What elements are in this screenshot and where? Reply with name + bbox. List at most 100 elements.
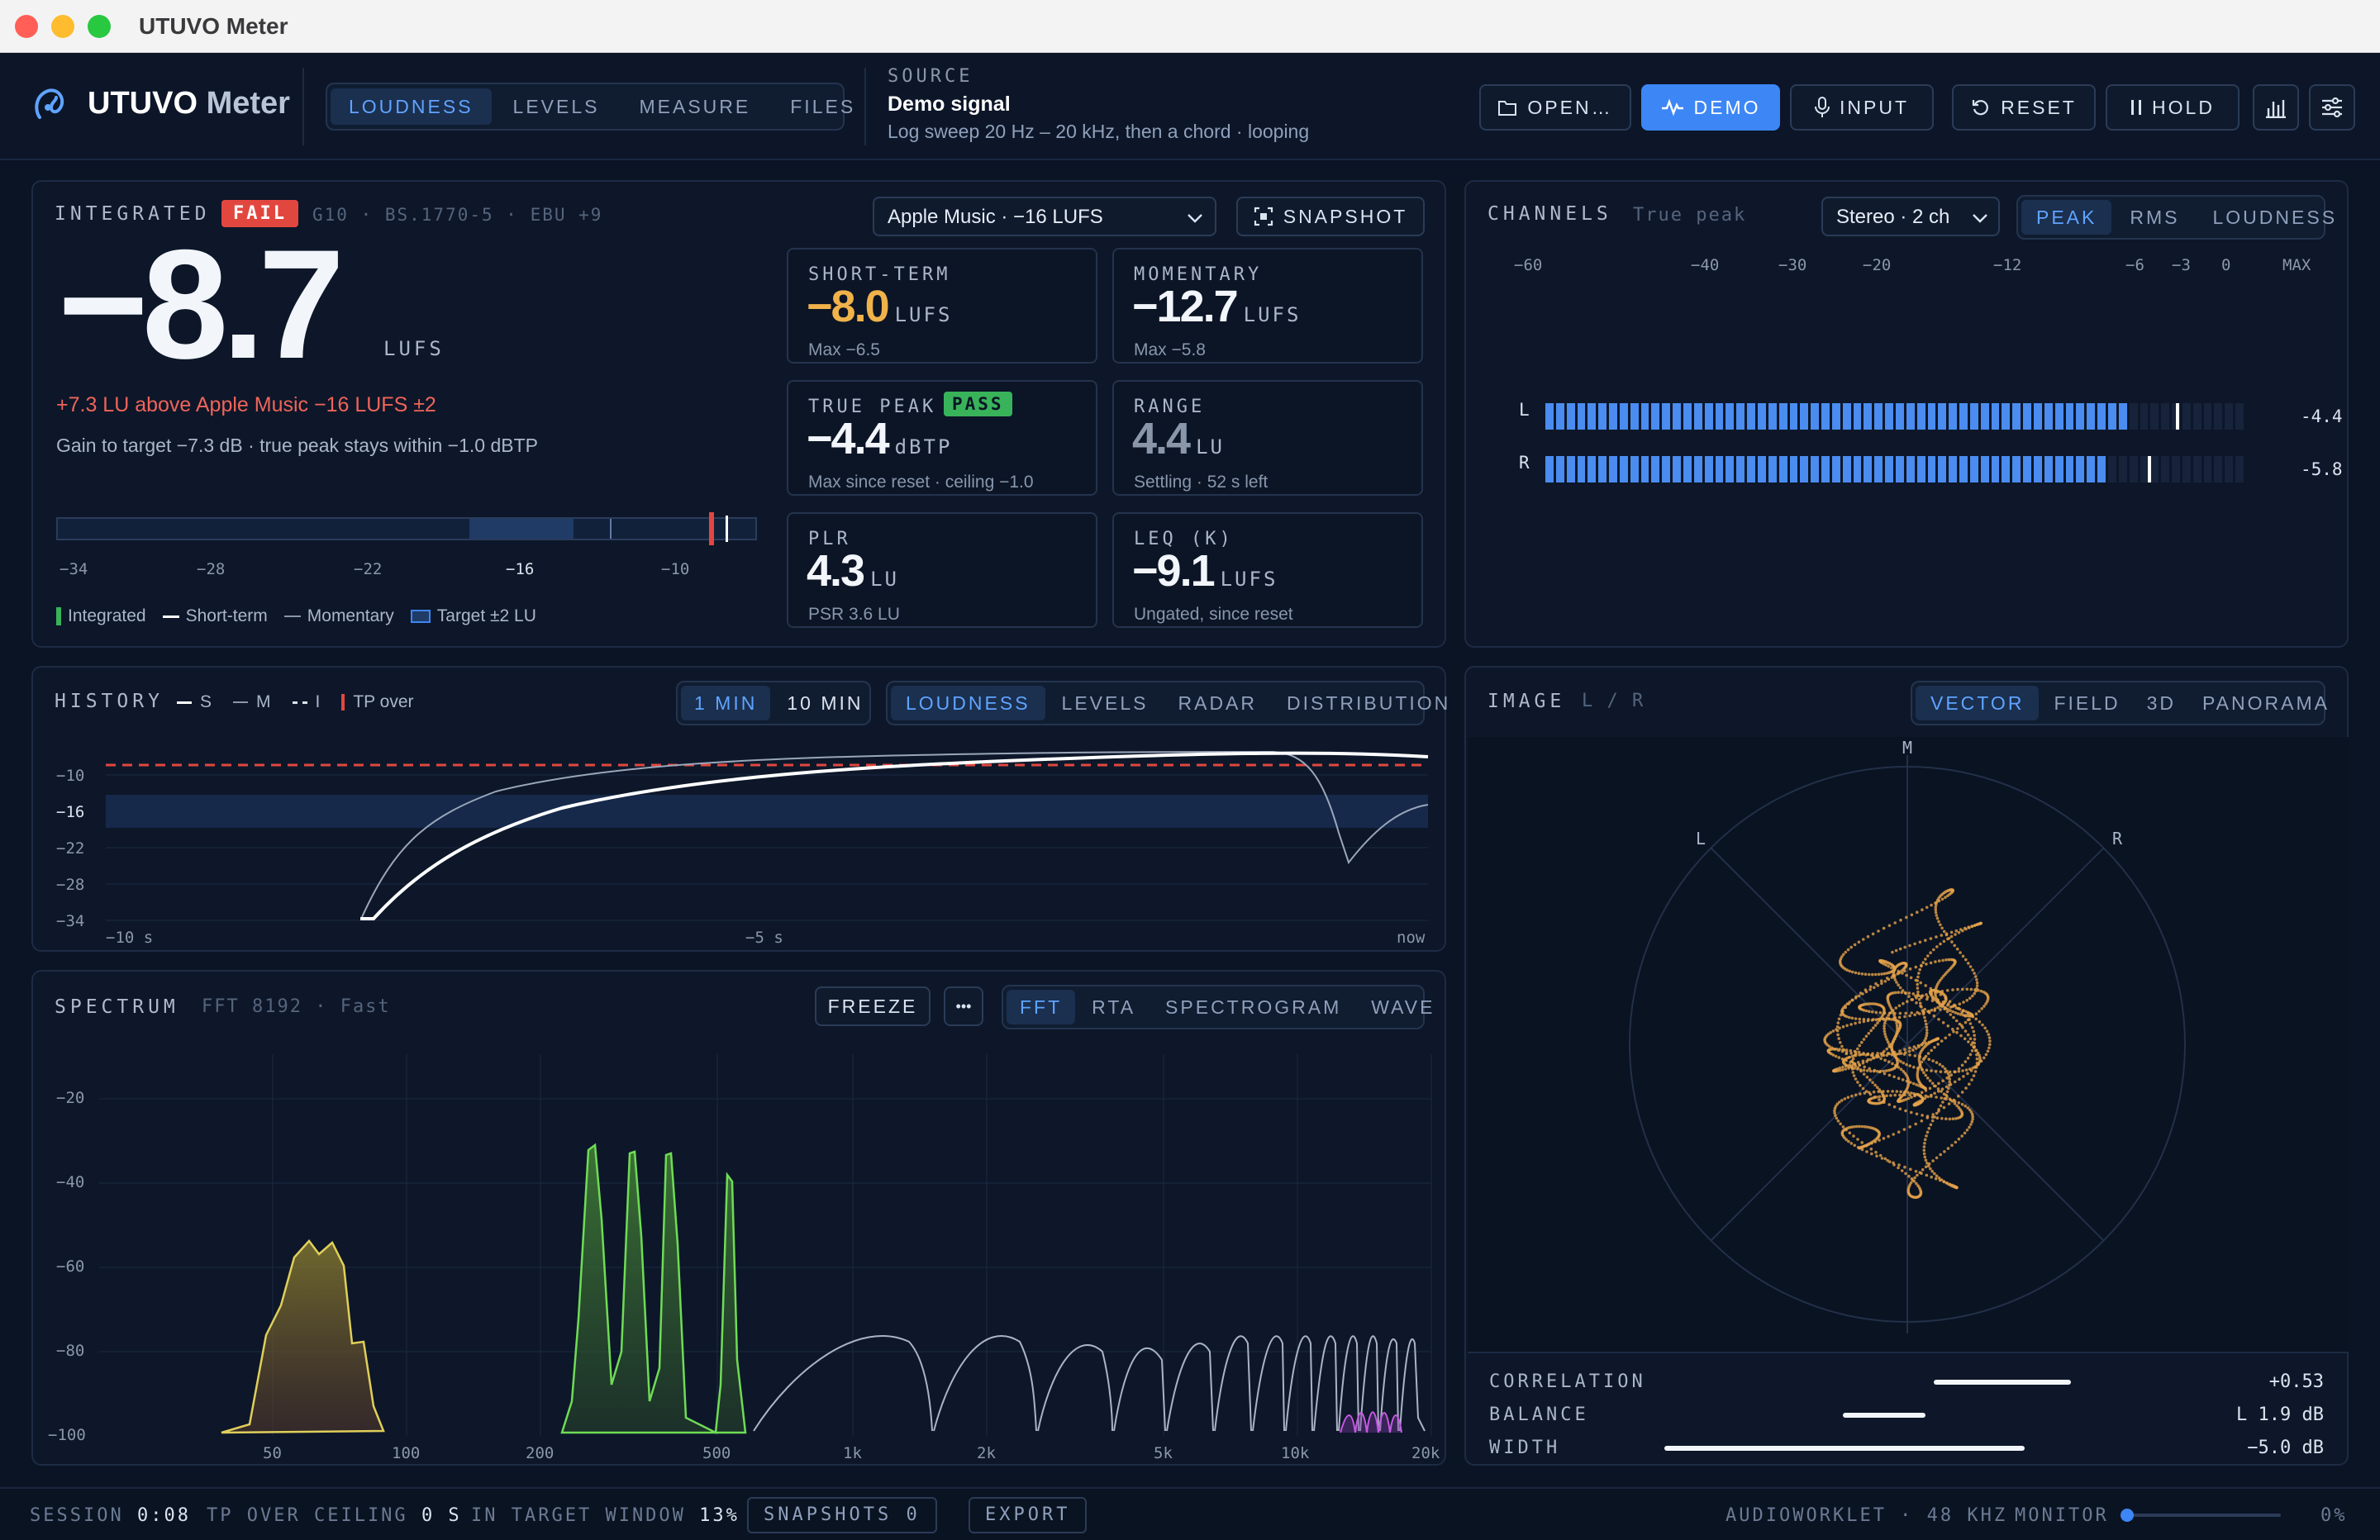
input-button[interactable]: INPUT — [1790, 84, 1934, 131]
vector-dot — [1940, 926, 1944, 930]
vector-dot — [1932, 1084, 1936, 1088]
hold-button[interactable]: HOLD — [2106, 84, 2240, 131]
vector-dot — [1953, 1080, 1957, 1084]
tab-history-levels[interactable]: LEVELS — [1061, 692, 1149, 714]
tab-1-min[interactable]: 1 MIN — [681, 686, 771, 720]
nav-tab-files[interactable]: FILES — [790, 96, 856, 117]
history-y-tick: −28 — [56, 876, 85, 894]
vector-dot — [1878, 1069, 1883, 1073]
meter-segment — [1991, 456, 2000, 482]
vector-dot — [1857, 940, 1861, 944]
momentary-value: −12.7 LUFS — [1132, 282, 1302, 331]
vector-dot — [1944, 958, 1948, 962]
more-options-button[interactable]: ••• — [944, 986, 983, 1026]
open-button[interactable]: OPEN… — [1479, 84, 1631, 131]
vector-dot — [1848, 1126, 1851, 1129]
tab-wave[interactable]: WAVE — [1371, 996, 1435, 1018]
nav-tab-loudness[interactable]: LOUDNESS — [331, 88, 492, 125]
vector-dot — [1922, 1152, 1926, 1156]
vector-dot — [1901, 972, 1904, 975]
spectrum-y-tick: −20 — [56, 1089, 85, 1107]
meter-segment — [1598, 403, 1607, 430]
zoom-window-button[interactable] — [88, 15, 111, 38]
vector-dot — [1861, 1086, 1865, 1091]
settings-button[interactable] — [2309, 84, 2355, 131]
vector-dot — [1925, 1029, 1929, 1032]
vector-dot — [1949, 930, 1954, 934]
vector-dot — [1937, 959, 1941, 962]
monitor-volume-slider[interactable] — [2121, 1509, 2281, 1522]
vector-dot — [1967, 925, 1970, 929]
meters-view-button[interactable] — [2253, 84, 2299, 131]
vector-dot — [1945, 1090, 1949, 1094]
history-range-tabs: 1 MIN 10 MIN — [676, 681, 871, 725]
stat-value: −5.0 dB — [2247, 1438, 2324, 1458]
tab-rms[interactable]: RMS — [2130, 207, 2180, 228]
target-window-fill — [469, 519, 574, 539]
vector-dot — [1937, 899, 1941, 903]
export-button[interactable]: EXPORT — [969, 1497, 1088, 1533]
vector-dot — [1948, 1077, 1951, 1081]
tab-10-min[interactable]: 10 MIN — [787, 692, 864, 714]
meter-segment — [1927, 456, 1936, 482]
nav-tab-levels[interactable]: LEVELS — [512, 96, 600, 117]
vector-dot — [1862, 1009, 1866, 1012]
vector-dot — [1966, 1033, 1970, 1037]
tab-panorama[interactable]: PANORAMA — [2202, 692, 2330, 714]
tab-vector[interactable]: VECTOR — [1916, 686, 2040, 720]
vector-dot — [1957, 1067, 1961, 1071]
volume-slider-thumb[interactable] — [2121, 1509, 2134, 1522]
vector-dot — [1905, 973, 1908, 977]
tab-history-loudness[interactable]: LOUDNESS — [891, 686, 1045, 720]
vector-dot — [1908, 1125, 1911, 1129]
spectrum-x-tick: 1k — [843, 1444, 862, 1462]
meter-segment — [1949, 403, 1958, 430]
tab-loudness[interactable]: LOUDNESS — [2212, 207, 2338, 228]
vector-dot — [1939, 1005, 1942, 1008]
vector-dot — [1885, 1053, 1889, 1057]
vector-dot — [1854, 996, 1858, 1000]
freeze-button[interactable]: FREEZE — [815, 986, 931, 1026]
meter-segment — [2034, 456, 2042, 482]
target-preset-select[interactable]: Apple Music · −16 LUFS — [873, 197, 1216, 236]
reset-button[interactable]: RESET — [1952, 84, 2096, 131]
vector-dot — [1957, 930, 1961, 934]
vector-dot — [1869, 1069, 1873, 1073]
vector-dot — [1873, 1083, 1877, 1087]
meter-segment — [2172, 403, 2180, 430]
tab-history-distribution[interactable]: DISTRIBUTION — [1287, 692, 1451, 714]
vector-dot — [1925, 1031, 1929, 1035]
meter-segment — [1545, 403, 1554, 430]
tab-spectrogram[interactable]: SPECTROGRAM — [1165, 996, 1342, 1018]
vector-dot — [1961, 987, 1964, 991]
snapshot-button[interactable]: SNAPSHOT — [1236, 197, 1425, 236]
vector-dot — [1898, 1011, 1902, 1015]
channels-sub: True peak — [1633, 205, 1747, 226]
vector-dot — [1883, 1011, 1887, 1015]
tab-3d[interactable]: 3D — [2146, 692, 2177, 714]
vector-dot — [1845, 968, 1849, 972]
history-view-tabs: LOUDNESS LEVELS RADAR DISTRIBUTION — [886, 681, 1448, 725]
image-sub: L / R — [1582, 691, 1645, 711]
vector-dot — [1925, 962, 1928, 966]
vector-dot — [1925, 996, 1930, 999]
snapshots-button[interactable]: SNAPSHOTS 0 — [747, 1497, 937, 1533]
tab-rta[interactable]: RTA — [1092, 996, 1136, 1018]
vector-dot — [1913, 1013, 1916, 1017]
vector-dot — [1973, 1070, 1978, 1073]
vector-dot — [1870, 1141, 1873, 1145]
tab-history-radar[interactable]: RADAR — [1178, 692, 1258, 714]
history-chart — [106, 750, 1429, 921]
tab-peak[interactable]: PEAK — [2021, 200, 2112, 235]
demo-button[interactable]: DEMO — [1641, 84, 1780, 131]
close-window-button[interactable] — [15, 15, 38, 38]
vector-dot — [1878, 1018, 1882, 1021]
nav-tab-measure[interactable]: MEASURE — [639, 96, 751, 117]
vector-dot — [1849, 1142, 1854, 1145]
channel-layout-select[interactable]: Stereo · 2 ch — [1821, 197, 2000, 236]
tab-fft[interactable]: FFT — [1007, 990, 1076, 1024]
vector-dot — [1884, 1035, 1887, 1039]
tab-field[interactable]: FIELD — [2054, 692, 2121, 714]
meter-segment — [1609, 403, 1617, 430]
minimize-window-button[interactable] — [51, 15, 74, 38]
